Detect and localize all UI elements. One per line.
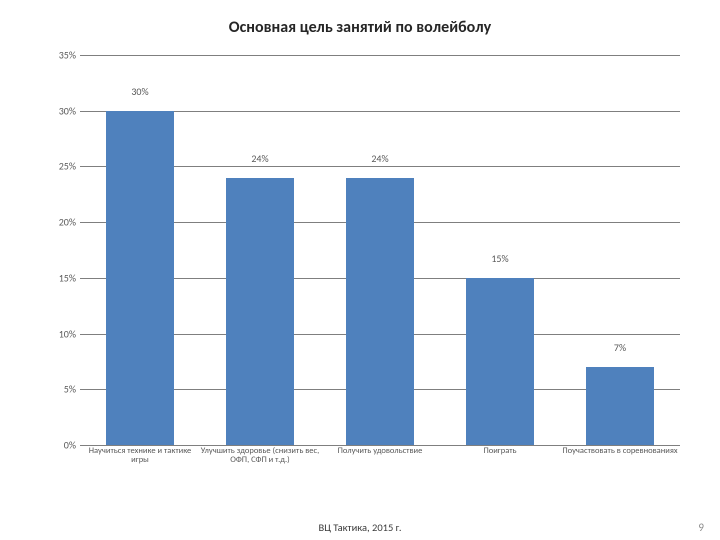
footer-center: ВЦ Тактика, 2015 г. bbox=[0, 521, 720, 534]
bar-value-label: 24% bbox=[320, 152, 440, 165]
bar bbox=[586, 367, 653, 445]
y-tick-label: 10% bbox=[59, 327, 80, 340]
slide: { "title": "Основная цель занятий по вол… bbox=[0, 0, 720, 540]
y-tick-label: 0% bbox=[64, 439, 80, 452]
y-tick-label: 15% bbox=[59, 271, 80, 284]
bar bbox=[106, 111, 173, 445]
x-tick-label: Поиграть bbox=[440, 445, 560, 456]
x-tick-label: Поучаствовать в соревнованиях bbox=[560, 445, 680, 456]
bar bbox=[226, 178, 293, 445]
y-tick-label: 5% bbox=[64, 383, 80, 396]
page-number: 9 bbox=[698, 521, 704, 534]
y-tick-label: 35% bbox=[59, 49, 80, 62]
x-tick-label: Получить удовольствие bbox=[320, 445, 440, 456]
bar-value-label: 15% bbox=[440, 252, 560, 265]
bar bbox=[466, 278, 533, 445]
x-tick-label: Научиться технике и тактике игры bbox=[80, 445, 200, 466]
chart-title: Основная цель занятий по волейболу bbox=[0, 18, 720, 37]
y-tick-label: 20% bbox=[59, 216, 80, 229]
x-tick-label: Улучшить здоровье (снизить вес, ОФП, СФП… bbox=[200, 445, 320, 466]
y-tick-label: 30% bbox=[59, 104, 80, 117]
bar-value-label: 24% bbox=[200, 152, 320, 165]
y-tick-label: 25% bbox=[59, 160, 80, 173]
bar-value-label: 30% bbox=[80, 85, 200, 98]
bar bbox=[346, 178, 413, 445]
bar-value-label: 7% bbox=[560, 341, 680, 354]
chart-area: 0%5%10%15%20%25%30%35%30%Научиться техни… bbox=[60, 55, 680, 475]
plot-inner: 0%5%10%15%20%25%30%35%30%Научиться техни… bbox=[80, 55, 680, 445]
